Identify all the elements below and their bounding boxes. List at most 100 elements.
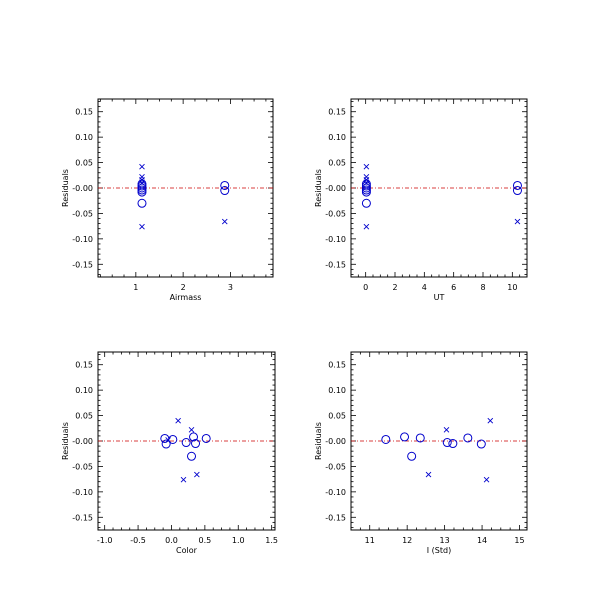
circle-point — [361, 198, 371, 208]
y-tick-label: 0.10 — [328, 386, 346, 395]
y-tick-label: -0.05 — [325, 209, 346, 218]
residual-panel-4: -0.15 -0.10 -0.05 -0.00 0.05 0.10 0.15 11 12 13 14… — [314, 351, 528, 555]
y-tick-label: -0.05 — [72, 462, 93, 471]
x-tick-label: 10 — [507, 283, 517, 292]
circle-point — [137, 187, 147, 197]
x-tick-label: 1 — [133, 283, 138, 292]
cross-point — [180, 476, 187, 483]
y-tick-label: 0.15 — [328, 361, 346, 370]
circle-point — [512, 180, 522, 190]
circle-point — [220, 180, 230, 190]
x-axis-label: UT — [434, 293, 445, 302]
y-tick-label: 0.10 — [75, 386, 93, 395]
y-tick-label: -0.05 — [325, 462, 346, 471]
y-tick-label: 0.10 — [75, 133, 93, 142]
circle-point — [400, 432, 410, 442]
y-tick-label: 0.15 — [75, 108, 93, 117]
circle-point — [189, 432, 199, 442]
circle-point — [476, 439, 486, 449]
circle-point — [415, 433, 425, 443]
cross-point — [483, 476, 490, 483]
cross-point — [175, 417, 181, 424]
cross-point — [188, 426, 195, 433]
x-tick-label: 11 — [365, 536, 375, 545]
circle-point — [448, 439, 458, 449]
circle-point — [463, 433, 473, 443]
circle-point — [181, 438, 191, 448]
x-axis-label: I (Std) — [427, 546, 451, 555]
y-axis-label: Residuals — [314, 169, 323, 207]
y-tick-label: -0.15 — [325, 260, 346, 269]
x-tick-label: 4 — [422, 283, 427, 292]
cross-point — [139, 223, 145, 230]
y-tick-label: 0.05 — [75, 412, 93, 421]
circle-point — [512, 186, 522, 196]
y-tick-label: 0.05 — [75, 159, 93, 168]
y-tick-label: 0.15 — [75, 361, 93, 370]
cross-point — [514, 218, 521, 225]
circle-point — [191, 439, 201, 449]
x-tick-label: 2 — [181, 283, 186, 292]
x-tick-label: 14 — [477, 536, 487, 545]
circle-point — [137, 198, 147, 208]
cross-point — [425, 471, 432, 478]
y-axis-label: Residuals — [61, 422, 70, 460]
x-tick-label: 1.0 — [232, 536, 245, 545]
y-axis-label: Residuals — [314, 422, 323, 460]
circle-point — [161, 439, 171, 449]
x-tick-label: -0.5 — [130, 536, 146, 545]
y-tick-label: -0.05 — [72, 209, 93, 218]
x-tick-label: 3 — [228, 283, 233, 292]
x-tick-label: 0 — [363, 283, 368, 292]
circle-point — [201, 433, 211, 443]
x-tick-label: -1.0 — [97, 536, 113, 545]
x-tick-label: 12 — [402, 536, 412, 545]
y-tick-label: 0.05 — [328, 159, 346, 168]
y-tick-label: 0.05 — [328, 412, 346, 421]
residual-panel-1: -0.15 -0.10 -0.05 -0.00 0.05 0.10 0.15 1 2 3 Airma… — [61, 98, 274, 302]
circle-point — [407, 451, 417, 461]
x-tick-label: 6 — [451, 283, 456, 292]
x-tick-label: 1.5 — [265, 536, 278, 545]
x-axis-label: Airmass — [170, 293, 202, 302]
y-tick-label: -0.00 — [325, 437, 346, 446]
y-tick-label: -0.00 — [72, 184, 93, 193]
circle-point — [187, 451, 197, 461]
circle-point — [381, 434, 391, 444]
cross-point — [363, 223, 370, 230]
y-tick-label: 0.15 — [328, 108, 346, 117]
y-tick-label: 0.10 — [328, 133, 346, 142]
cross-point — [139, 163, 145, 170]
y-tick-label: -0.10 — [325, 488, 346, 497]
cross-point — [363, 180, 370, 186]
y-axis-label: Residuals — [61, 169, 70, 207]
y-tick-label: -0.10 — [72, 235, 93, 244]
cross-point — [194, 471, 200, 478]
cross-point — [165, 437, 171, 443]
y-tick-label: -0.15 — [72, 513, 93, 522]
circle-point — [442, 438, 452, 448]
x-tick-label: 0.5 — [199, 536, 212, 545]
y-tick-label: -0.15 — [72, 260, 93, 269]
y-tick-label: -0.00 — [325, 184, 346, 193]
residual-panel-2: -0.15 -0.10 -0.05 -0.00 0.05 0.10 0.15 0 2 4 6 8 10 U… — [314, 98, 528, 302]
cross-point — [221, 218, 228, 225]
cross-point — [487, 417, 494, 424]
cross-point — [443, 426, 450, 433]
circle-point — [220, 186, 230, 196]
x-tick-label: 0.0 — [165, 536, 178, 545]
x-tick-label: 13 — [440, 536, 450, 545]
x-tick-label: 8 — [480, 283, 485, 292]
x-axis-label: Color — [176, 546, 198, 555]
y-tick-label: -0.10 — [325, 235, 346, 244]
cross-point — [363, 163, 370, 170]
y-tick-label: -0.10 — [72, 488, 93, 497]
x-tick-label: 2 — [392, 283, 397, 292]
x-tick-label: 15 — [514, 536, 524, 545]
y-tick-label: -0.00 — [72, 437, 93, 446]
circle-point — [361, 187, 371, 197]
y-tick-label: -0.15 — [325, 513, 346, 522]
cross-point — [139, 180, 145, 186]
